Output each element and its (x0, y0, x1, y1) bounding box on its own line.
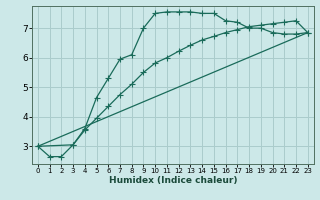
X-axis label: Humidex (Indice chaleur): Humidex (Indice chaleur) (108, 176, 237, 185)
